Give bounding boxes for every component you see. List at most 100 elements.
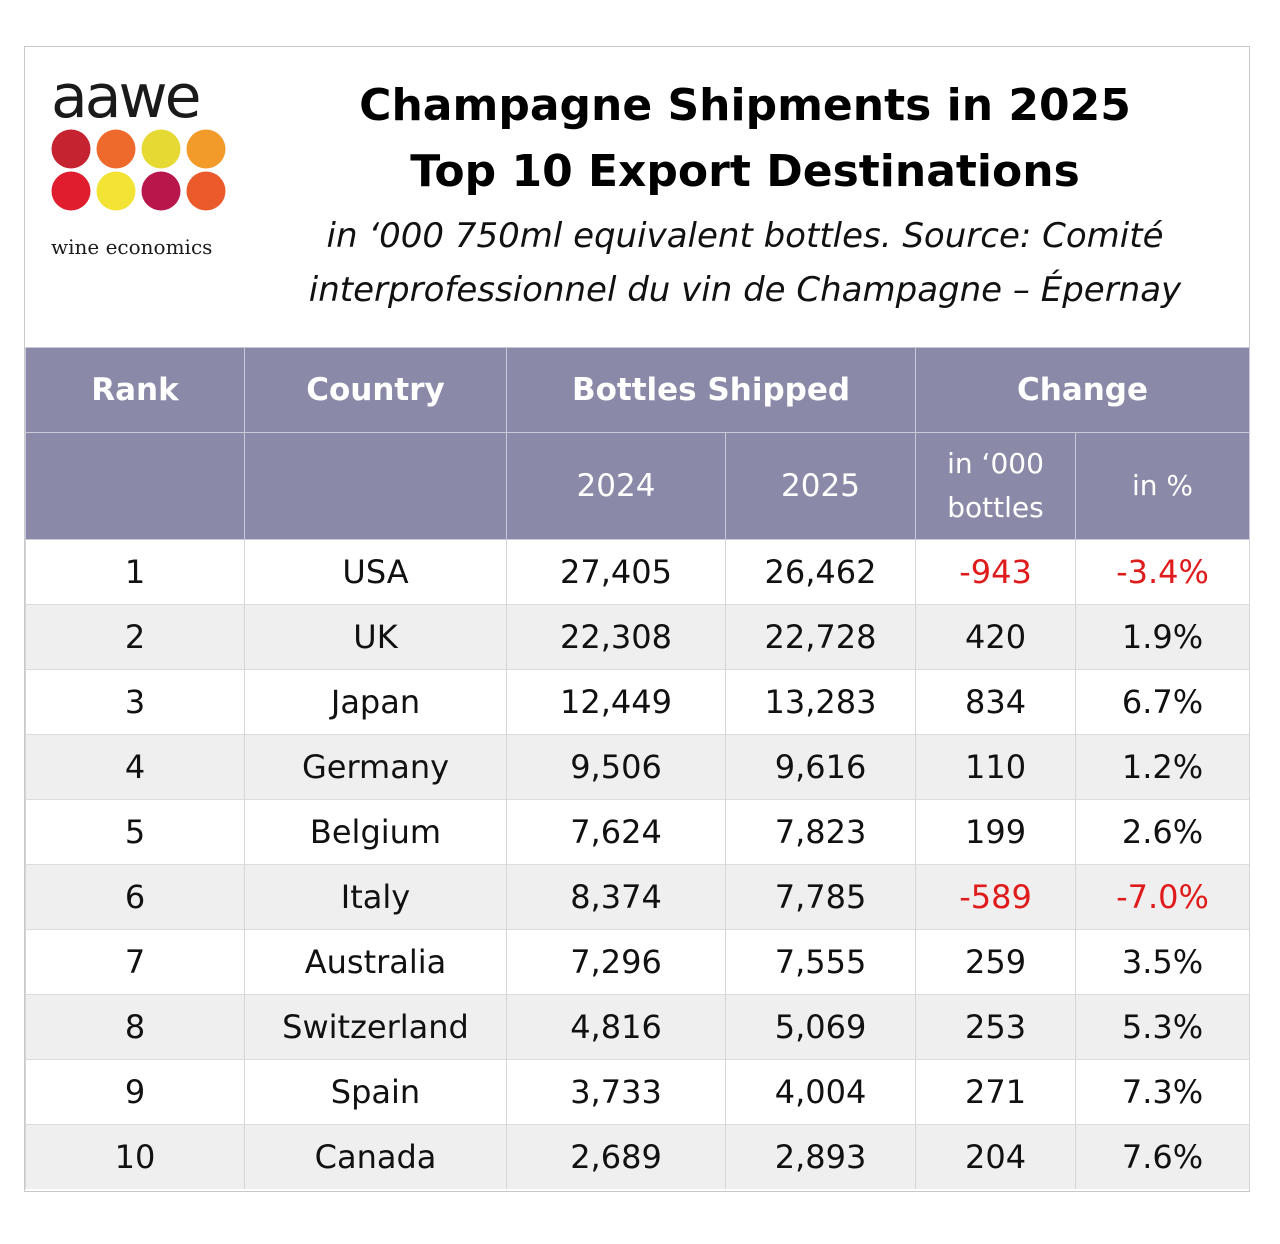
change-abs-label-line-1: in ‘000 xyxy=(947,447,1044,480)
cell-rank: 6 xyxy=(25,864,245,930)
cell-change-pct: 7.3% xyxy=(1075,1059,1251,1125)
cell-country: Canada xyxy=(244,1124,507,1189)
cell-2025: 13,283 xyxy=(724,669,917,735)
infographic-card: aawe wine economics Champagne Shipments … xyxy=(24,46,1251,1192)
cell-2025: 4,004 xyxy=(724,1059,917,1125)
subtitle-line-2: interprofessionnel du vin de Champagne –… xyxy=(308,270,1182,310)
cell-country: USA xyxy=(244,539,507,605)
cell-2024: 9,506 xyxy=(506,734,726,800)
col-header-rank: Rank xyxy=(25,347,245,433)
cell-change-abs: 253 xyxy=(915,994,1077,1060)
header-row-main: Rank Country Bottles Shipped Change xyxy=(25,347,1251,433)
cell-2024: 8,374 xyxy=(506,864,726,930)
col-header-change: Change xyxy=(915,347,1251,433)
title-block: Champagne Shipments in 2025 Top 10 Expor… xyxy=(275,73,1215,317)
logo-dot xyxy=(96,129,136,169)
cell-rank: 4 xyxy=(25,734,245,800)
logo-dots-icon xyxy=(51,129,226,211)
cell-country: Japan xyxy=(244,669,507,735)
cell-change-abs: 259 xyxy=(915,929,1077,995)
cell-rank: 5 xyxy=(25,799,245,865)
table-body: 1 USA 27,405 26,462 -943 -3.4% 2 UK 22,308 22,728… xyxy=(25,539,1251,1189)
cell-rank: 8 xyxy=(25,994,245,1060)
col-subheader-change-pct: in % xyxy=(1075,432,1251,540)
cell-change-pct: 7.6% xyxy=(1075,1124,1251,1189)
cell-2025: 7,555 xyxy=(724,929,917,995)
logo-dot xyxy=(51,129,91,169)
cell-rank: 9 xyxy=(25,1059,245,1125)
cell-2024: 2,689 xyxy=(506,1124,726,1189)
cell-change-abs: 204 xyxy=(915,1124,1077,1189)
cell-country: Germany xyxy=(244,734,507,800)
col-header-country: Country xyxy=(244,347,507,433)
cell-country: UK xyxy=(244,604,507,670)
cell-change-abs: 834 xyxy=(915,669,1077,735)
cell-2024: 12,449 xyxy=(506,669,726,735)
cell-rank: 3 xyxy=(25,669,245,735)
cell-rank: 7 xyxy=(25,929,245,995)
shipments-table: Rank Country Bottles Shipped Change 2024… xyxy=(25,347,1251,1189)
table-row: 8 Switzerland 4,816 5,069 253 5.3% xyxy=(25,994,1251,1060)
logo-dot xyxy=(186,129,226,169)
cell-2025: 7,823 xyxy=(724,799,917,865)
table-row: 5 Belgium 7,624 7,823 199 2.6% xyxy=(25,799,1251,865)
cell-country: Switzerland xyxy=(244,994,507,1060)
cell-rank: 2 xyxy=(25,604,245,670)
cell-change-abs: 199 xyxy=(915,799,1077,865)
cell-change-pct: 1.2% xyxy=(1075,734,1251,800)
cell-change-abs: 271 xyxy=(915,1059,1077,1125)
aawe-logo: aawe wine economics xyxy=(49,67,229,259)
cell-change-pct: 3.5% xyxy=(1075,929,1251,995)
table-row: 4 Germany 9,506 9,616 110 1.2% xyxy=(25,734,1251,800)
cell-2024: 22,308 xyxy=(506,604,726,670)
chart-title-line-2: Top 10 Export Destinations xyxy=(410,146,1080,197)
table-row: 6 Italy 8,374 7,785 -589 -7.0% xyxy=(25,864,1251,930)
cell-change-abs: 110 xyxy=(915,734,1077,800)
cell-2025: 5,069 xyxy=(724,994,917,1060)
cell-2024: 7,624 xyxy=(506,799,726,865)
cell-2025: 7,785 xyxy=(724,864,917,930)
change-abs-label-line-2: bottles xyxy=(947,491,1044,524)
cell-rank: 10 xyxy=(25,1124,245,1189)
cell-2024: 4,816 xyxy=(506,994,726,1060)
header: aawe wine economics Champagne Shipments … xyxy=(25,47,1249,347)
logo-dot xyxy=(186,171,226,211)
cell-country: Belgium xyxy=(244,799,507,865)
logo-dot xyxy=(141,171,181,211)
table-row: 1 USA 27,405 26,462 -943 -3.4% xyxy=(25,539,1251,605)
cell-rank: 1 xyxy=(25,539,245,605)
logo-tagline: wine economics xyxy=(51,235,213,259)
cell-change-pct: -7.0% xyxy=(1075,864,1251,930)
cell-change-abs: -943 xyxy=(915,539,1077,605)
cell-2024: 3,733 xyxy=(506,1059,726,1125)
cell-2025: 26,462 xyxy=(724,539,917,605)
cell-change-pct: 5.3% xyxy=(1075,994,1251,1060)
col-subheader-2024: 2024 xyxy=(506,432,726,540)
cell-change-pct: 6.7% xyxy=(1075,669,1251,735)
table-row: 10 Canada 2,689 2,893 204 7.6% xyxy=(25,1124,1251,1189)
col-subheader-empty-country xyxy=(244,432,507,540)
cell-country: Spain xyxy=(244,1059,507,1125)
subtitle-line-1: in ‘000 750ml equivalent bottles. Source… xyxy=(326,216,1164,256)
table-row: 3 Japan 12,449 13,283 834 6.7% xyxy=(25,669,1251,735)
cell-2024: 7,296 xyxy=(506,929,726,995)
cell-change-pct: 2.6% xyxy=(1075,799,1251,865)
cell-change-abs: 420 xyxy=(915,604,1077,670)
logo-dot xyxy=(51,171,91,211)
col-header-bottles-shipped: Bottles Shipped xyxy=(505,347,917,433)
chart-title-line-1: Champagne Shipments in 2025 xyxy=(359,80,1131,131)
cell-2025: 22,728 xyxy=(724,604,917,670)
cell-2024: 27,405 xyxy=(506,539,726,605)
cell-2025: 9,616 xyxy=(724,734,917,800)
logo-dot xyxy=(96,171,136,211)
cell-change-pct: -3.4% xyxy=(1075,539,1251,605)
table-row: 7 Australia 7,296 7,555 259 3.5% xyxy=(25,929,1251,995)
col-subheader-2025: 2025 xyxy=(724,432,917,540)
cell-country: Australia xyxy=(244,929,507,995)
cell-change-abs: -589 xyxy=(915,864,1077,930)
cell-2025: 2,893 xyxy=(724,1124,917,1189)
table-row: 2 UK 22,308 22,728 420 1.9% xyxy=(25,604,1251,670)
logo-dot xyxy=(141,129,181,169)
cell-country: Italy xyxy=(244,864,507,930)
col-subheader-change-abs: in ‘000 bottles xyxy=(915,432,1077,540)
